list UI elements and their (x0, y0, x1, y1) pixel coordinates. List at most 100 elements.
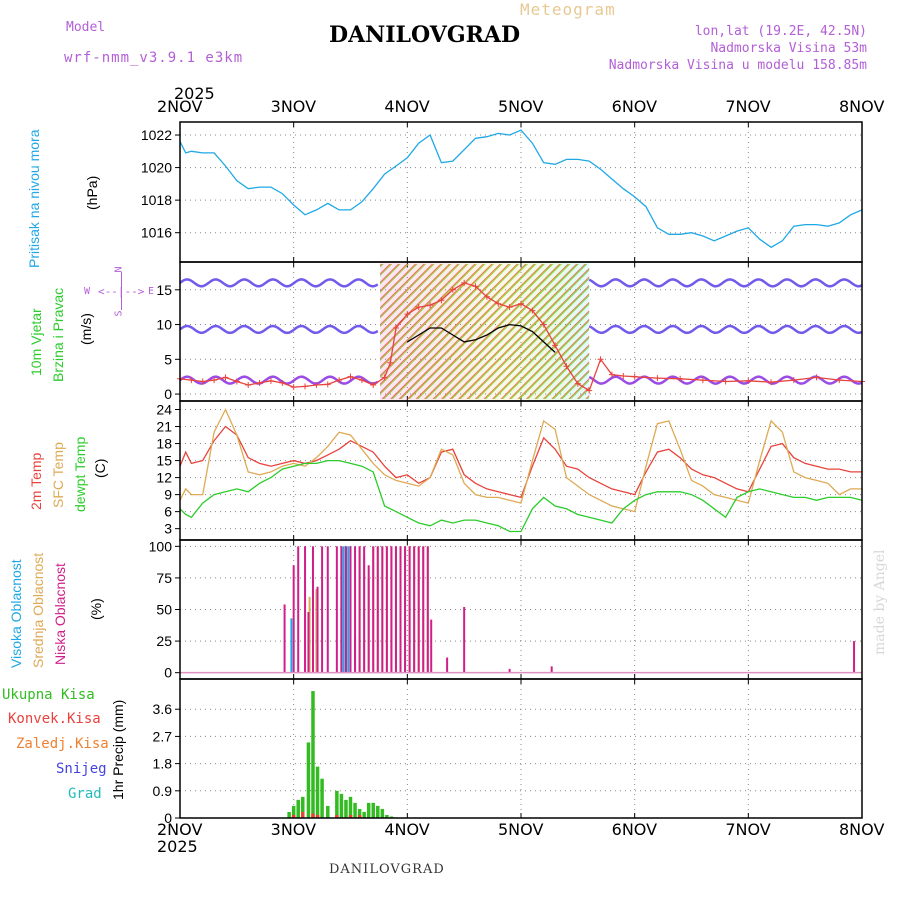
bar-0 (301, 796, 305, 818)
model-name: wrf-nmm_v3.9.1 e3km (64, 50, 244, 66)
wind-point (211, 377, 218, 384)
wind-point (518, 300, 524, 307)
wind-point (745, 377, 752, 384)
series-line-0 (179, 129, 863, 249)
bar-2 (430, 619, 433, 673)
wind-point (370, 382, 377, 389)
wind-point (233, 378, 240, 385)
y-tick-label: 0.9 (153, 783, 173, 799)
legend-frz: Zaledj.Kisa (16, 736, 109, 752)
bar-2 (508, 668, 511, 673)
model-elevation-text: Nadmorska Visina u modelu 158.85m (608, 58, 867, 73)
wind-point (722, 378, 729, 385)
wind-point (836, 377, 843, 384)
date-label-7nov: 7NOV (725, 820, 771, 839)
bar-0 (380, 808, 385, 818)
bar-0 (366, 802, 371, 818)
y-tick-label: 9 (164, 487, 172, 503)
y-tick-label: 3.6 (153, 701, 173, 717)
series-line-1 (179, 407, 862, 513)
bar-0 (342, 546, 345, 673)
wind-point (404, 311, 411, 318)
y-tick-label: 0 (164, 386, 172, 402)
y-tick-label: 50 (156, 602, 172, 618)
date-label-8nov: 8NOV (839, 820, 885, 839)
bar-0 (348, 796, 353, 818)
wind-point (813, 374, 820, 381)
wind-point (677, 375, 684, 382)
date-label-6nov: 6NOV (611, 97, 658, 116)
wind-point (267, 377, 274, 384)
date-label-4nov: 4NOV (384, 820, 430, 839)
bar-0 (326, 805, 330, 818)
y-tick-label: 6 (164, 504, 172, 520)
wind-point (188, 377, 195, 384)
bar-2 (363, 546, 366, 673)
bar-2 (853, 641, 856, 673)
wind-point (472, 283, 479, 290)
elevation-text: Nadmorska Visina 53m (710, 41, 867, 56)
bar-2 (326, 546, 329, 673)
wind-point (563, 363, 570, 370)
wind-point (449, 286, 456, 293)
bar-1 (315, 589, 318, 673)
wind-point (552, 342, 559, 349)
y-tick-label: 2.7 (153, 728, 173, 744)
legend-snow: Snijeg (56, 761, 107, 777)
bar-0 (311, 691, 315, 818)
y-tick-label: 1018 (141, 192, 172, 208)
date-label-3nov: 3NOV (270, 820, 317, 839)
bar-0 (389, 816, 394, 818)
bar-2 (446, 657, 449, 673)
wind-point (324, 381, 331, 388)
bar-1 (348, 814, 353, 818)
wind-point (483, 293, 490, 300)
bar-2 (385, 546, 388, 673)
bar-2 (381, 546, 384, 673)
bar-2 (372, 546, 375, 673)
bar-2 (335, 546, 338, 673)
y-tick-label: 15 (156, 453, 172, 469)
bar-0 (296, 799, 300, 818)
bar-0 (335, 790, 339, 818)
wind-point (597, 356, 604, 363)
bar-2 (422, 546, 425, 673)
bar-0 (347, 546, 350, 673)
bar-2 (408, 546, 411, 673)
series-line-1 (406, 323, 556, 353)
y-tick-label: 1022 (141, 127, 172, 143)
bar-0 (306, 742, 311, 818)
wind-point (427, 302, 434, 309)
wind-band-tint (380, 262, 590, 401)
bar-1 (308, 596, 311, 673)
wind-point (574, 380, 581, 387)
wind-point (381, 374, 388, 381)
y-tick-label: 0 (164, 665, 172, 681)
wind-point (222, 374, 229, 381)
date-label-5nov: 5NOV (498, 97, 544, 116)
wind-point (392, 325, 399, 332)
bar-0 (362, 811, 366, 818)
bar-2 (292, 565, 295, 673)
footer-station: DANILOVGRAD (329, 862, 445, 877)
date-label-3nov: 3NOV (270, 97, 317, 116)
bar-2 (394, 546, 397, 673)
wind-point (620, 372, 627, 379)
bar-0 (320, 778, 324, 818)
y-tick-label: 24 (156, 402, 172, 418)
wind-point (699, 377, 706, 384)
date-label-7nov: 7NOV (725, 97, 771, 116)
wind-point (631, 373, 638, 380)
bar-2 (550, 666, 553, 673)
bar-2 (376, 546, 379, 673)
bar-2 (426, 546, 429, 673)
date-label-2nov: 2NOV (157, 820, 203, 839)
bar-0 (385, 814, 389, 818)
y-tick-label: 3 (164, 521, 172, 537)
legend-hail: Grad (68, 786, 102, 802)
wind-point (347, 373, 354, 380)
y-tick-label: 0 (164, 810, 172, 826)
date-label-8nov: 8NOV (839, 97, 885, 116)
bar-2 (417, 546, 420, 673)
wind-point (313, 382, 320, 389)
